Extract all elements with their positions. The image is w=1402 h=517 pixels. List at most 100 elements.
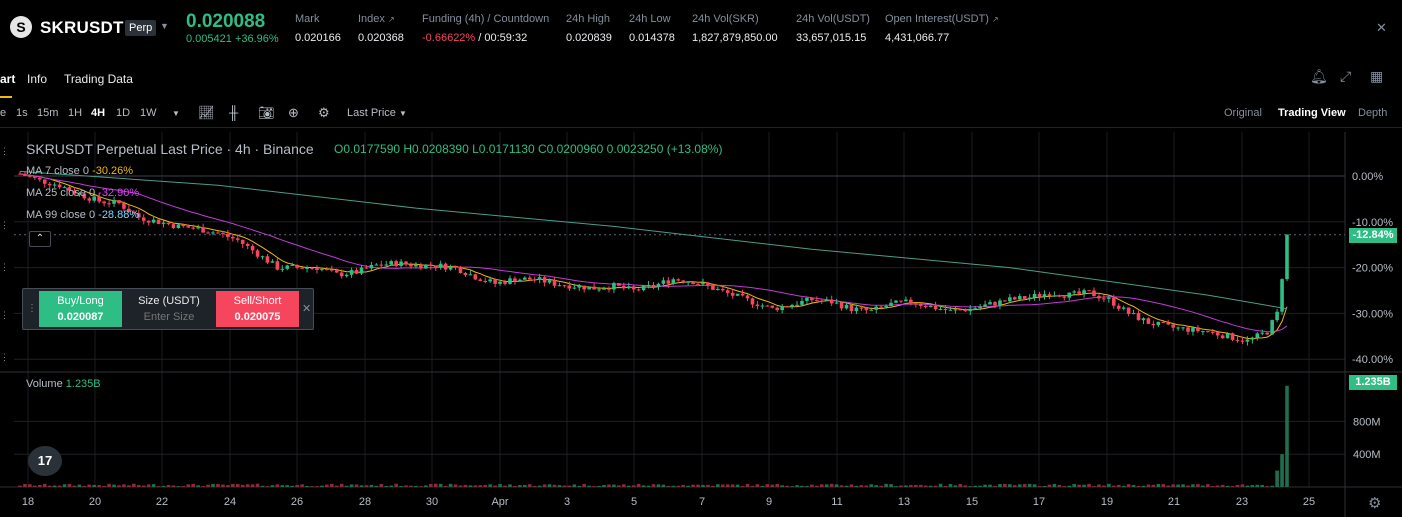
candle-body xyxy=(186,226,191,228)
volume-bar xyxy=(800,485,804,487)
timeframe-1h[interactable]: 1H xyxy=(68,107,83,119)
timeframe-4h[interactable]: 4H xyxy=(91,107,106,119)
candle-body xyxy=(691,281,695,285)
volume-bar xyxy=(1245,485,1250,487)
volume-bar xyxy=(1230,486,1235,487)
candle-body xyxy=(1126,307,1131,314)
ma25-legend[interactable]: MA 25 close 0 -32.90% xyxy=(26,187,140,199)
candle-body xyxy=(250,246,255,251)
drag-handle-icon[interactable]: ⋮⋮ xyxy=(27,303,47,314)
sell-short-button[interactable]: Sell/Short 0.020075 xyxy=(216,291,299,327)
volume-bar xyxy=(260,485,265,487)
stat-label: Funding (4h) / Countdown xyxy=(422,13,550,25)
candle-body xyxy=(978,306,982,309)
volume-bar xyxy=(1206,484,1210,487)
layout-grid-icon[interactable]: ▦ xyxy=(1370,68,1384,84)
candle-type-icon[interactable]: ╫ xyxy=(229,105,239,120)
time-axis-label: 15 xyxy=(966,496,978,508)
volume-bar xyxy=(948,484,953,487)
expand-icon[interactable]: ⤢ xyxy=(1340,68,1352,84)
view-original[interactable]: Original xyxy=(1224,107,1262,119)
tradingview-logo-icon[interactable]: 17 xyxy=(28,446,62,476)
volume-bar xyxy=(676,485,681,487)
timeframe-1w[interactable]: 1W xyxy=(140,107,157,119)
candle-body xyxy=(1176,327,1180,329)
drawing-tools-edge[interactable]: ⋮ ⋮ ⋮ ⋮ ⋮ xyxy=(0,132,14,517)
candle-body xyxy=(181,224,186,227)
chevron-down-icon[interactable]: ▼ xyxy=(160,21,169,31)
volume-bar xyxy=(369,484,374,487)
candle-body xyxy=(1245,339,1250,342)
collapse-legend-icon[interactable]: ⌃ xyxy=(29,231,51,247)
volume-bar xyxy=(775,483,780,487)
chart-legend-ohlc: O0.0177590 H0.0208390 L0.0171130 C0.0200… xyxy=(334,142,723,156)
indicator-icon[interactable]: 📈︎ xyxy=(198,105,215,120)
candle-body xyxy=(28,175,32,177)
chart-settings-icon[interactable]: ⚙ xyxy=(1368,495,1382,512)
settings-gear-icon[interactable]: ⚙ xyxy=(318,105,330,120)
candle-body xyxy=(463,273,468,276)
candle-body xyxy=(1225,333,1230,339)
volume-bar xyxy=(136,485,141,487)
candle-body xyxy=(790,304,794,307)
candle-body xyxy=(33,176,37,178)
chevron-down-icon[interactable]: ▼ xyxy=(172,109,180,118)
candle-body xyxy=(384,264,389,266)
volume-bar xyxy=(112,484,116,487)
candle-body xyxy=(102,201,106,204)
size-field[interactable]: Size (USDT) xyxy=(122,291,216,327)
close-icon[interactable]: ✕ xyxy=(1376,20,1387,35)
volume-bar xyxy=(1191,484,1195,487)
candle-body xyxy=(369,264,374,269)
stat-index[interactable]: Index ↗ 0.020368 xyxy=(358,13,404,44)
size-input[interactable] xyxy=(126,311,212,323)
candle-body xyxy=(112,200,116,204)
ma99-legend[interactable]: MA 99 close 0 -28.88% xyxy=(26,209,140,221)
buy-long-button[interactable]: Buy/Long 0.020087 xyxy=(39,291,122,327)
price-source-select[interactable]: Last Price ▼ xyxy=(347,107,407,119)
volume-bar xyxy=(1260,484,1265,487)
price-change: 0.005421 +36.96% xyxy=(186,33,279,45)
volume-bar xyxy=(290,485,295,487)
candle-body xyxy=(909,299,913,304)
price-chart[interactable]: 0.00% -10.00% -20.00% -30.00% -40.00% 800M 400… xyxy=(0,132,1402,517)
volume-bar xyxy=(819,484,824,487)
volume-bar xyxy=(453,484,458,487)
volume-bar xyxy=(1176,484,1180,487)
candle-body xyxy=(1082,290,1086,294)
volume-bar xyxy=(181,485,186,487)
tab-info[interactable]: Info xyxy=(27,72,48,86)
ma7-legend[interactable]: MA 7 close 0 -30.26% xyxy=(26,165,134,177)
screenshot-icon[interactable]: 📷︎ xyxy=(258,105,275,120)
candle-body xyxy=(52,184,57,186)
candle-body xyxy=(488,279,492,282)
volume-bar xyxy=(339,483,344,487)
candle-body xyxy=(1275,311,1279,321)
volume-bar xyxy=(1146,484,1151,487)
view-trading-view[interactable]: Trading View xyxy=(1278,107,1346,119)
volume-bar xyxy=(904,485,908,487)
symbol-name[interactable]: SKRUSDT xyxy=(40,18,124,37)
price-axis-label: -20.00% xyxy=(1352,263,1393,275)
stat-label: 24h Low xyxy=(629,13,671,25)
volume-legend[interactable]: Volume 1.235B xyxy=(26,378,101,390)
candle-body xyxy=(428,264,433,266)
candle-body xyxy=(47,183,52,186)
candle-body xyxy=(1151,323,1156,326)
tab-trading-data[interactable]: Trading Data xyxy=(64,72,133,86)
timeframe-15m[interactable]: 15m xyxy=(37,107,59,119)
timeframe-1d[interactable]: 1D xyxy=(116,107,131,119)
close-icon[interactable]: ✕ xyxy=(302,303,312,315)
timeframe-time[interactable]: e xyxy=(0,107,7,119)
volume-bar xyxy=(201,486,205,487)
alert-bell-icon[interactable]: 🔔︎ xyxy=(1310,68,1328,84)
stat-open-interest[interactable]: Open Interest(USDT) ↗ 4,431,066.77 xyxy=(885,13,999,44)
timeframe-1s[interactable]: 1s xyxy=(16,107,28,119)
view-depth[interactable]: Depth xyxy=(1358,107,1388,119)
candle-body xyxy=(928,305,933,308)
candle-body xyxy=(988,302,992,305)
tab-chart[interactable]: art xyxy=(0,72,16,86)
volume-bar xyxy=(176,486,181,487)
stat-label: Open Interest(USDT) ↗ xyxy=(885,13,999,25)
add-icon[interactable]: ⊕ xyxy=(288,105,299,120)
